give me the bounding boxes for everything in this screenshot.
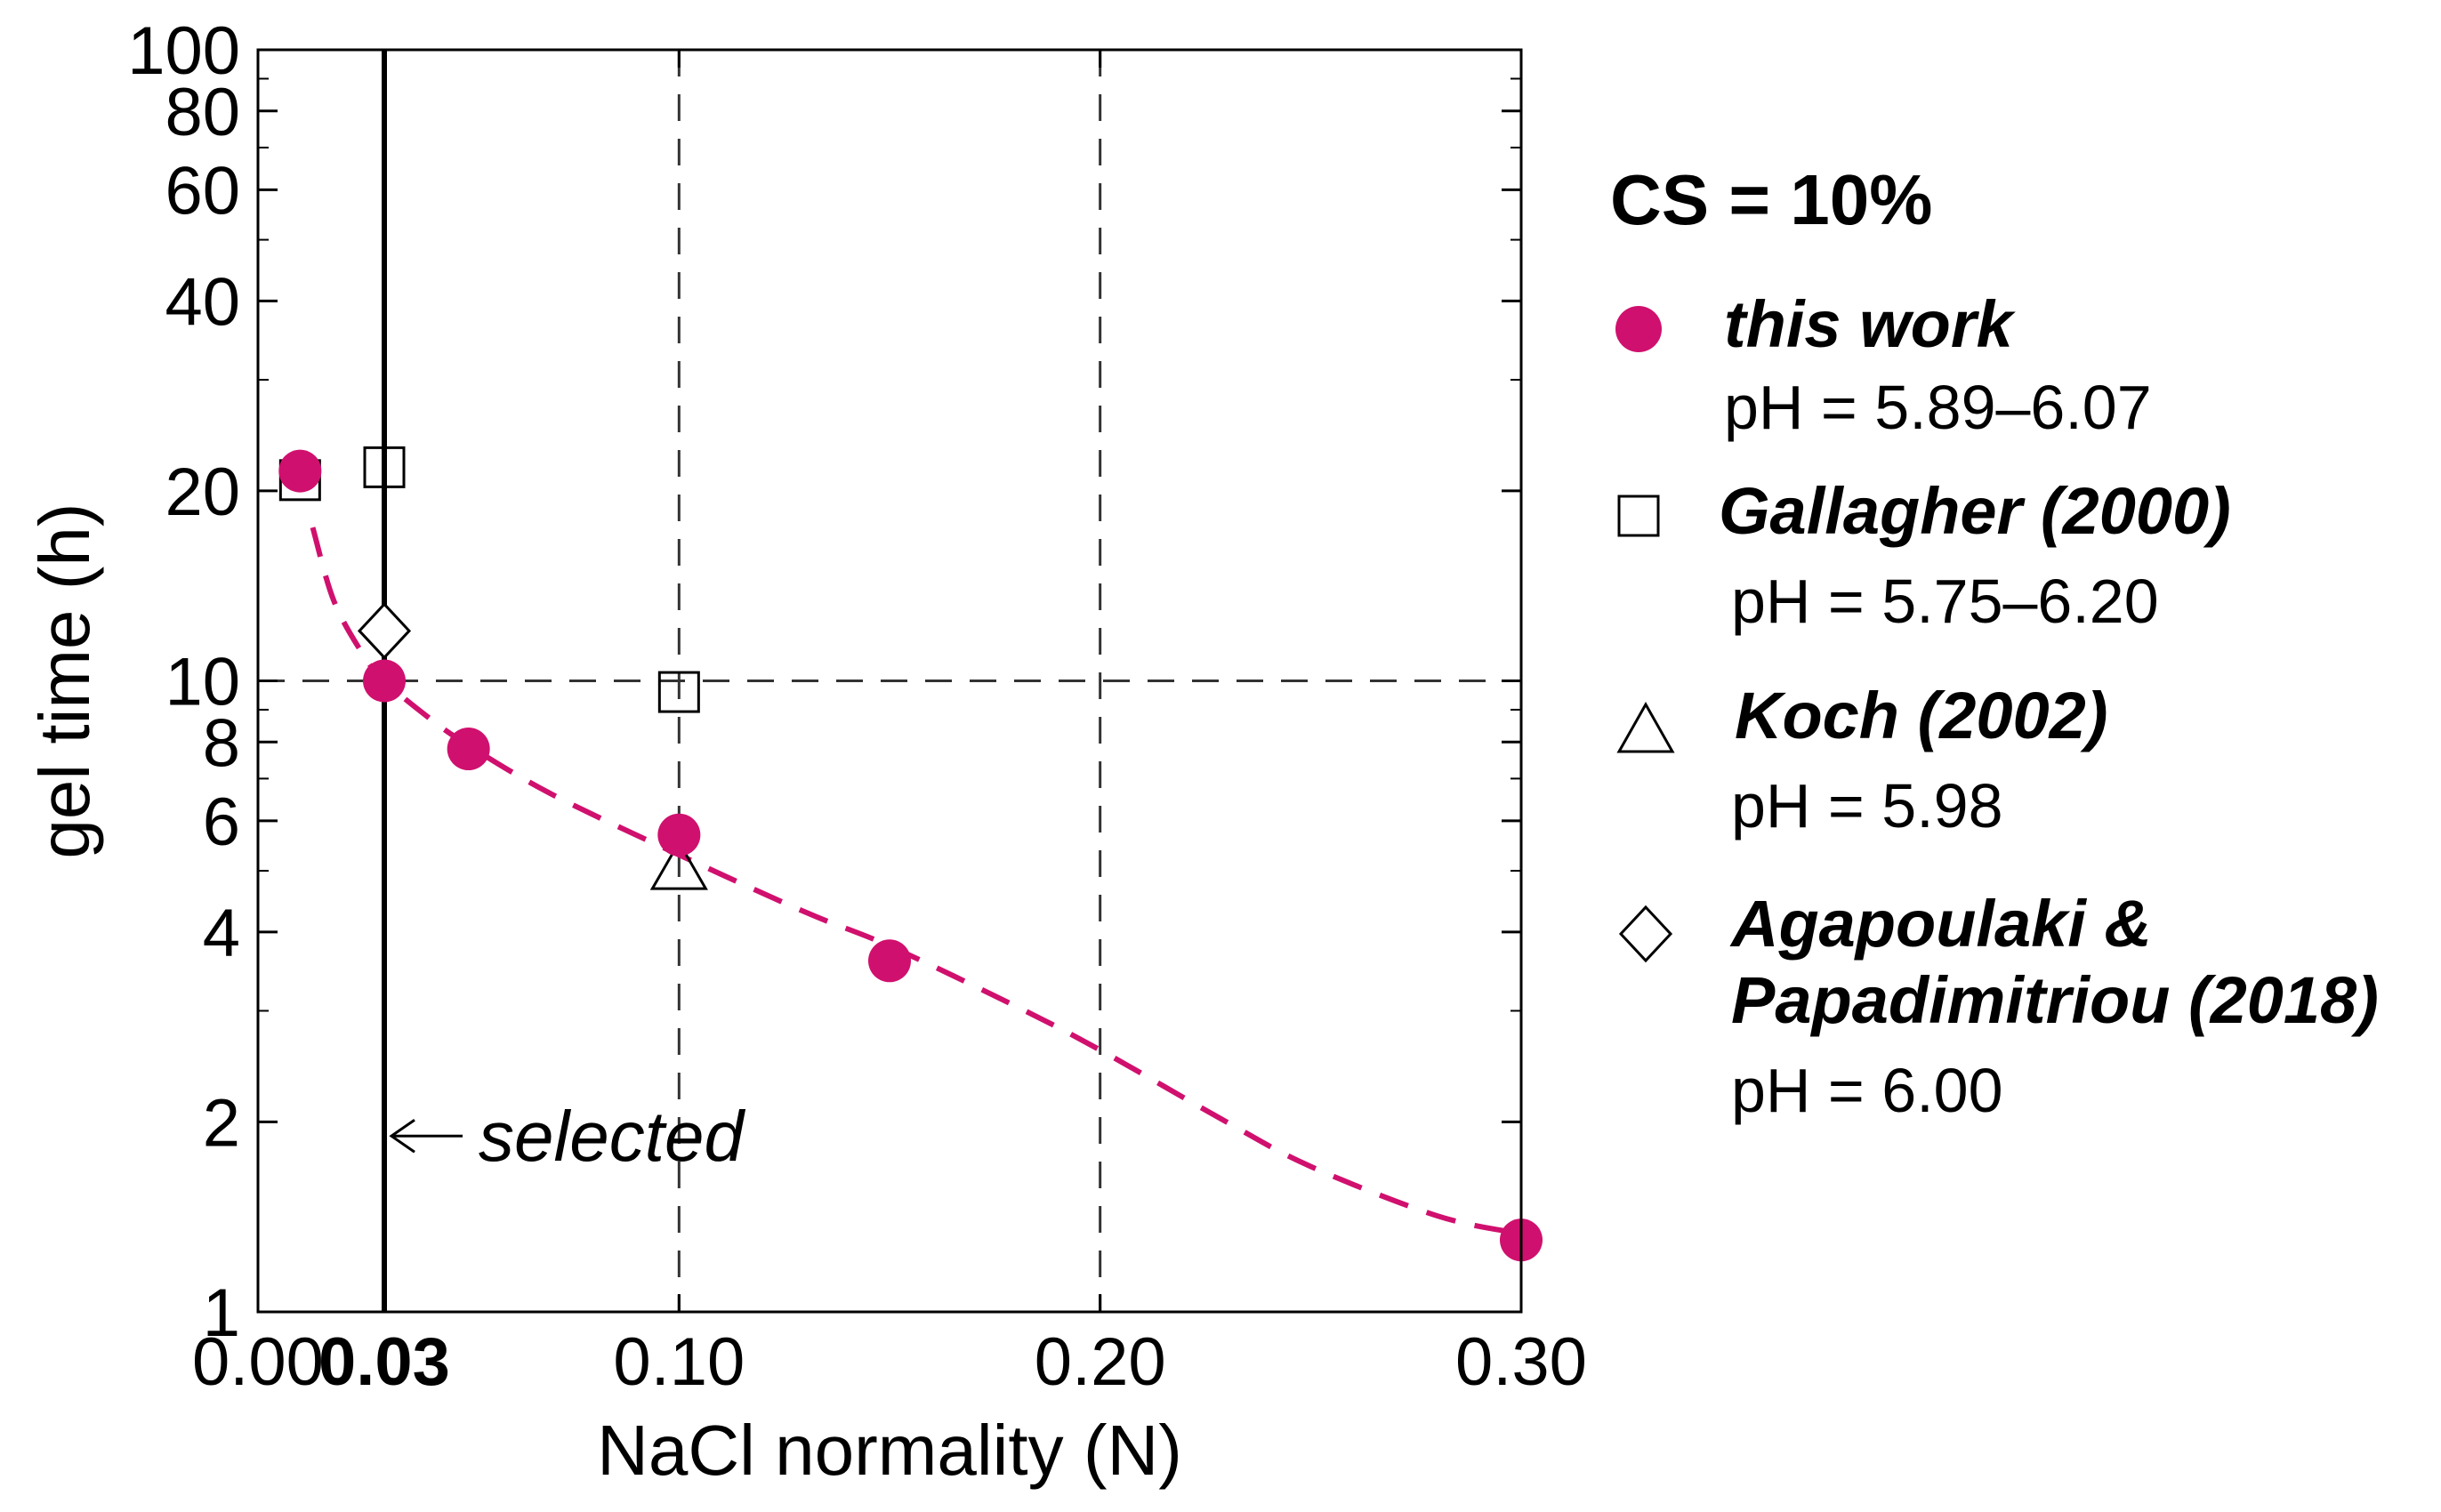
- point-this-work-0: [278, 449, 322, 493]
- x-tick-label-0.03: 0.03: [318, 1324, 450, 1400]
- y-tick-label-60: 60: [165, 153, 240, 229]
- x-tick-label-0.30: 0.30: [1455, 1324, 1587, 1400]
- x-axis-title: NaCl normality (N): [597, 1411, 1182, 1490]
- axis-ticks: [256, 48, 1523, 1314]
- point-gallagher-2: [657, 671, 700, 713]
- legend-label-gallagher: Gallagher (2000): [1719, 474, 2231, 548]
- y-tick-label-20: 20: [165, 454, 240, 530]
- legend-label-this-work: this work: [1724, 287, 2017, 361]
- legend-marker-gallagher: [1617, 495, 1660, 537]
- legend-label-agapoulaki-line1: Agapoulaki &: [1729, 887, 2152, 961]
- point-this-work-1: [363, 659, 406, 703]
- point-koch-0: [649, 840, 708, 890]
- y-tick-label-8: 8: [203, 705, 240, 781]
- y-tick-label-80: 80: [165, 75, 240, 150]
- point-this-work-3: [657, 813, 701, 857]
- x-tick-label-0.10: 0.10: [613, 1324, 745, 1400]
- x-tick-label-0.00: 0.00: [192, 1324, 324, 1400]
- legend-marker-koch: [1616, 701, 1675, 753]
- selected-arrow-head: [389, 1118, 415, 1154]
- legend-ph-agapoulaki: pH = 6.00: [1731, 1056, 2003, 1125]
- legend-marker-this-work: [1615, 306, 1662, 352]
- point-gallagher-1: [363, 446, 406, 488]
- marker-layer: [278, 446, 1543, 1262]
- y-tick-label-10: 10: [165, 645, 240, 720]
- legend-marker-agapoulaki: [1618, 905, 1673, 963]
- point-agapoulaki-0: [357, 602, 412, 660]
- grid-lines: [258, 50, 1521, 1312]
- legend-ph-this-work: pH = 5.89–6.07: [1724, 373, 2152, 442]
- x-tick-labels: 0.000.03 0.10 0.20 0.30: [192, 1324, 1587, 1400]
- point-this-work-4: [868, 939, 911, 983]
- y-tick-label-6: 6: [203, 784, 240, 860]
- legend-ph-gallagher: pH = 5.75–6.20: [1731, 567, 2159, 636]
- point-this-work-2: [447, 728, 490, 771]
- selected-label: selected: [479, 1097, 745, 1176]
- legend: CS = 10% this work pH = 5.89–6.07 Gallag…: [1610, 160, 2379, 1125]
- selected-annotation: selected: [389, 1097, 745, 1176]
- legend-ph-koch: pH = 5.98: [1731, 771, 2003, 840]
- y-tick-label-100: 100: [127, 13, 240, 89]
- legend-label-agapoulaki-line2: Papadimitriou (2018): [1731, 963, 2379, 1037]
- y-tick-label-2: 2: [203, 1085, 240, 1161]
- x-tick-label-0.20: 0.20: [1035, 1324, 1166, 1400]
- y-tick-label-4: 4: [203, 896, 240, 971]
- y-tick-label-40: 40: [165, 264, 240, 340]
- y-tick-label-1: 1: [203, 1275, 240, 1351]
- y-axis-title: gel time (h): [25, 503, 104, 858]
- legend-title: CS = 10%: [1610, 160, 1932, 239]
- legend-label-koch: Koch (2002): [1735, 679, 2107, 752]
